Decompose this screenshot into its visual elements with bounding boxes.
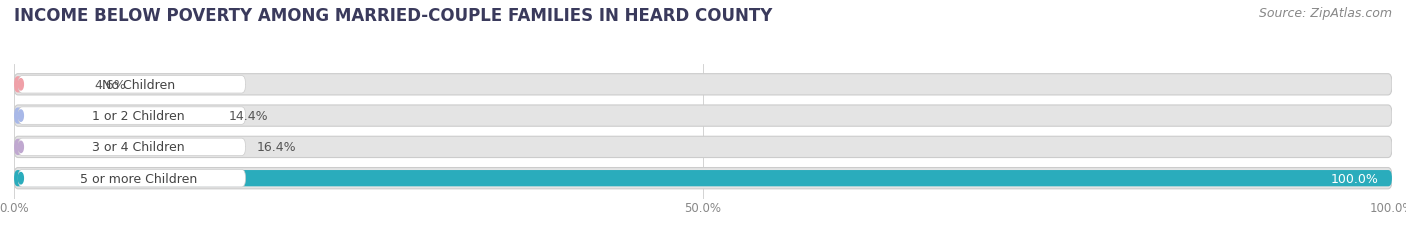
FancyBboxPatch shape	[14, 77, 77, 93]
FancyBboxPatch shape	[14, 139, 240, 155]
FancyBboxPatch shape	[14, 108, 212, 124]
Text: 100.0%: 100.0%	[1330, 172, 1378, 185]
Circle shape	[18, 173, 24, 184]
FancyBboxPatch shape	[14, 74, 1392, 96]
FancyBboxPatch shape	[18, 139, 246, 156]
Text: Source: ZipAtlas.com: Source: ZipAtlas.com	[1258, 7, 1392, 20]
Text: 5 or more Children: 5 or more Children	[80, 172, 197, 185]
Text: 14.4%: 14.4%	[229, 110, 269, 123]
Circle shape	[18, 79, 24, 91]
Circle shape	[18, 110, 24, 122]
FancyBboxPatch shape	[18, 170, 246, 187]
Text: 1 or 2 Children: 1 or 2 Children	[93, 110, 186, 123]
FancyBboxPatch shape	[14, 170, 1392, 186]
Circle shape	[18, 142, 24, 153]
Text: 16.4%: 16.4%	[256, 141, 297, 154]
FancyBboxPatch shape	[14, 168, 1392, 189]
Text: 3 or 4 Children: 3 or 4 Children	[93, 141, 186, 154]
FancyBboxPatch shape	[18, 76, 246, 94]
Text: 4.6%: 4.6%	[94, 79, 125, 91]
Text: No Children: No Children	[103, 79, 176, 91]
FancyBboxPatch shape	[14, 106, 1392, 127]
Text: INCOME BELOW POVERTY AMONG MARRIED-COUPLE FAMILIES IN HEARD COUNTY: INCOME BELOW POVERTY AMONG MARRIED-COUPL…	[14, 7, 772, 25]
FancyBboxPatch shape	[18, 107, 246, 125]
FancyBboxPatch shape	[14, 137, 1392, 158]
